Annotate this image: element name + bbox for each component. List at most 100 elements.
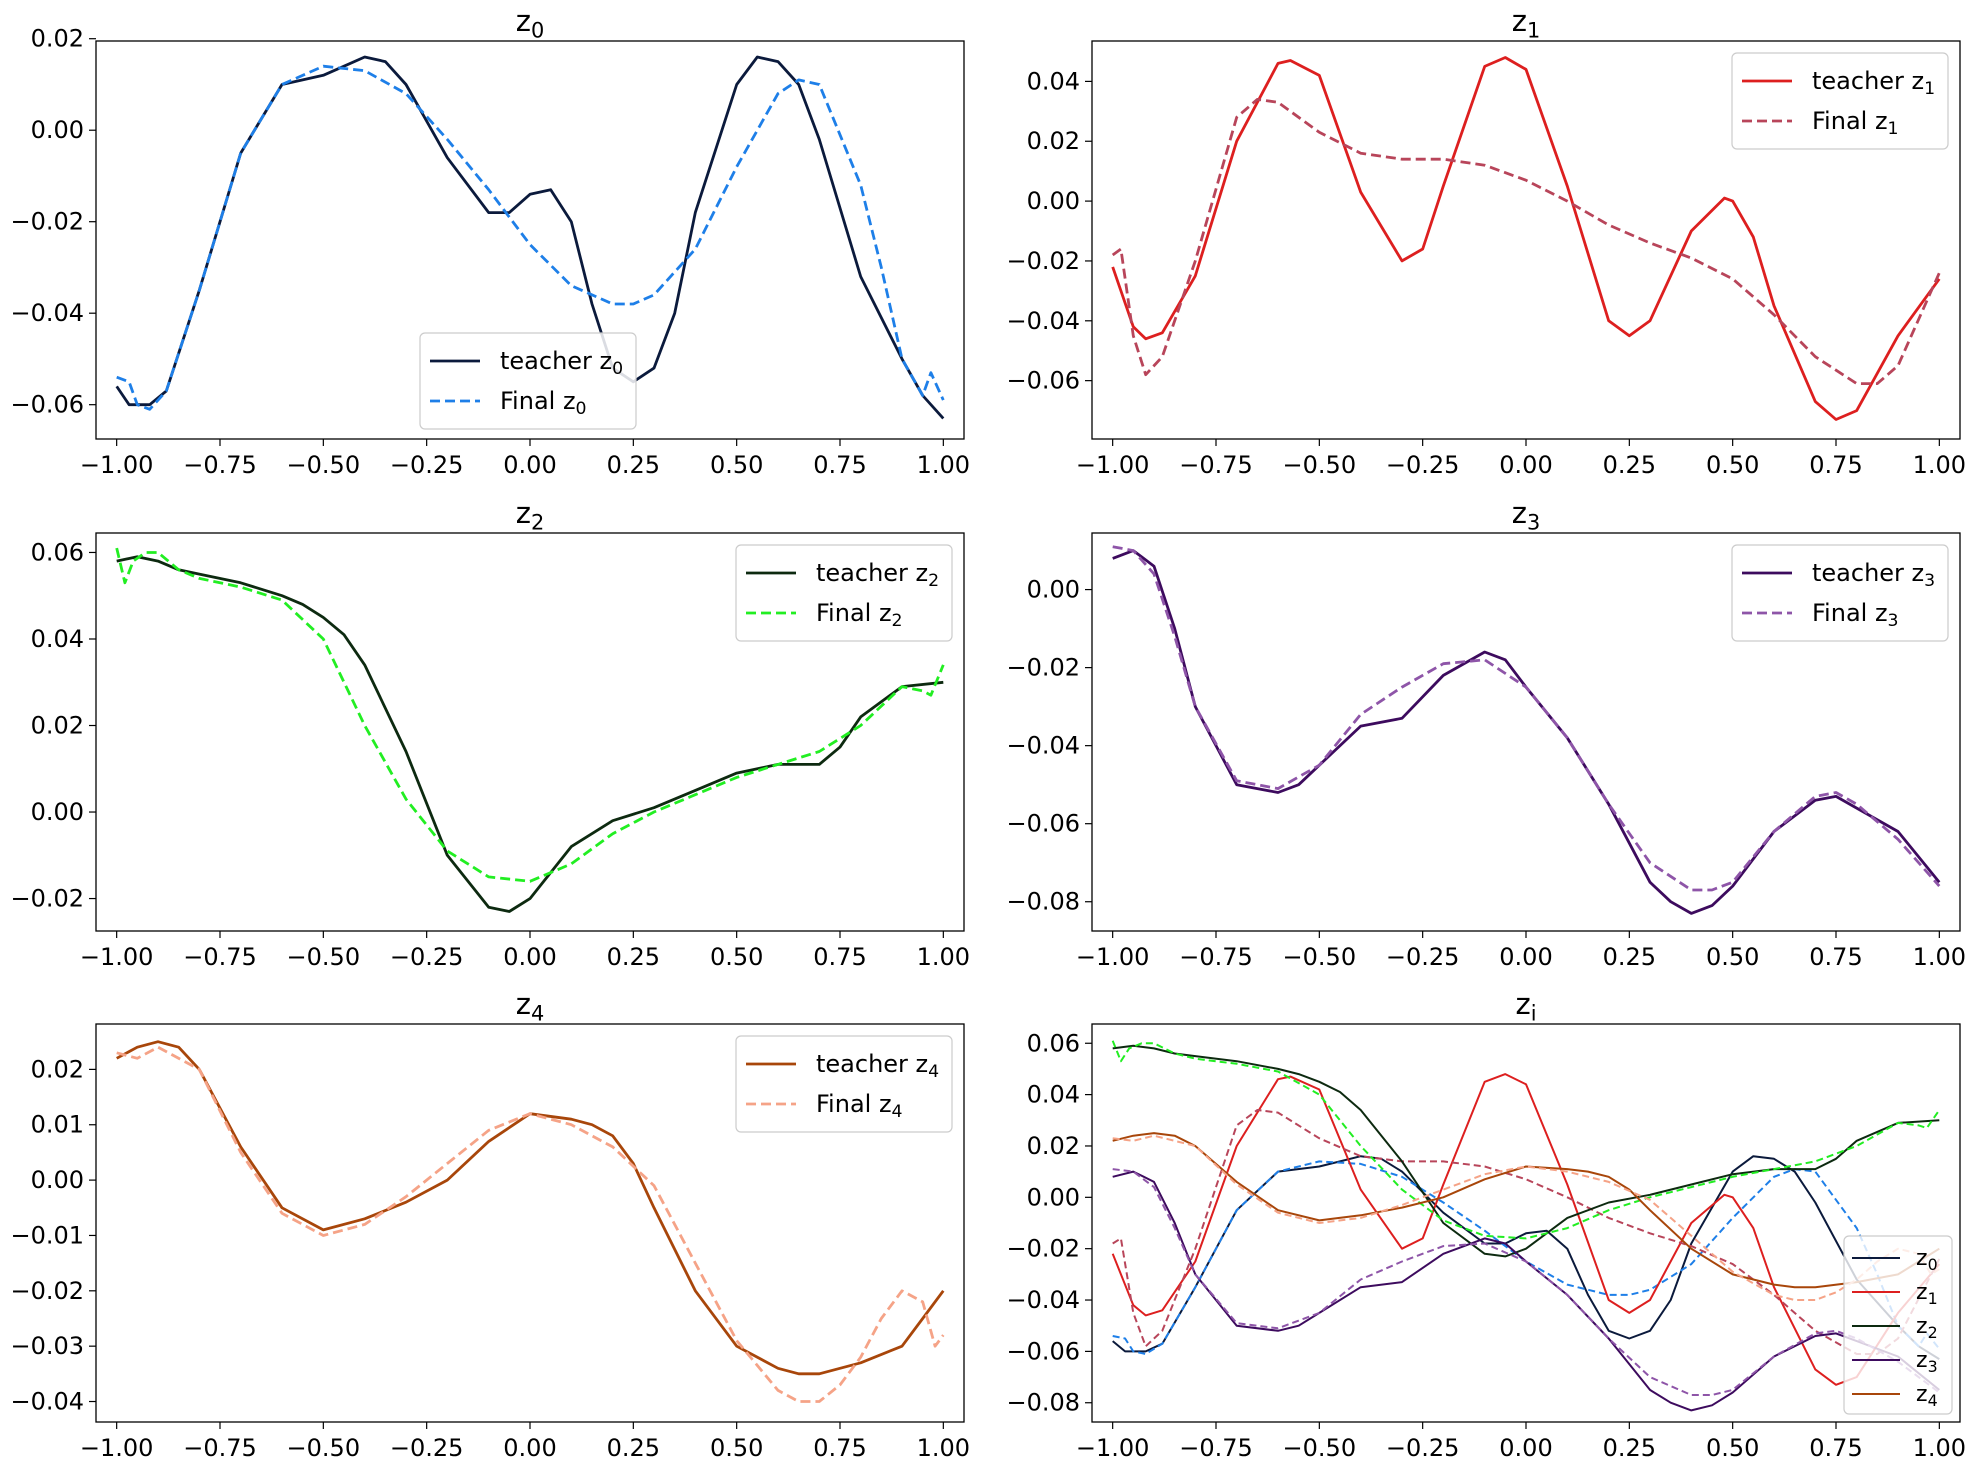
legend-label-teacher-subscript: 1 [1924,79,1935,99]
panel-z3: z3−1.00 −0.75 −0.50 −0.25 0.00 0.25 0.50 0.75 1.… [1006,496,1966,971]
x-tick-label: 1.00 [917,1434,970,1462]
legend-label-final-main: Final z [816,599,892,627]
x-tick-label: −0.75 [1179,451,1253,479]
series-group-z2 [115,547,945,913]
y-tick-label: 0.02 [31,712,84,740]
x-tick-label: −0.25 [390,451,464,479]
legend-label-teacher-main: teacher z [816,559,928,587]
panel-z1: z1−1.00 −0.75 −0.50 −0.25 0.00 0.25 0.50 0.75 1.… [1006,4,1966,479]
x-tick-label: 0.00 [1499,943,1552,971]
legend-label-teacher-subscript: 2 [928,571,939,591]
x-tick-label: 0.50 [1706,1434,1759,1462]
x-tick-label: 0.00 [503,943,556,971]
legend-box [735,544,953,642]
legend-label-z0: z0 [1916,1246,1938,1274]
legend-label-z1-subscript: 1 [1928,1289,1938,1308]
panel-title-z0-subscript: 0 [531,18,544,42]
y-tick-label: 0.02 [31,25,84,53]
y-tick-label: −0.02 [10,885,84,913]
x-tick-label: −1.00 [80,943,154,971]
legend-label-teacher: teacher z0 [500,347,623,379]
panel-title-z4-main: z [516,987,531,1021]
x-tick-label: −0.75 [183,1434,257,1462]
x-tick-label: −0.50 [1283,451,1357,479]
panel-title-z1-subscript: 1 [1527,18,1540,42]
x-tick-label: 0.75 [1809,943,1862,971]
legend-label-z0-main: z [1916,1246,1928,1271]
panel-title-z1-main: z [1512,4,1527,38]
y-tick-label: −0.02 [10,208,84,236]
y-tick-label: 0.01 [31,1111,84,1139]
legend-box [419,332,637,430]
legend-label-z4-main: z [1916,1382,1928,1407]
y-tick-label: −0.04 [1006,307,1080,335]
x-tick-label: 0.50 [710,1434,763,1462]
series-group-z0 [115,55,945,420]
legend-label-teacher-main: teacher z [1812,559,1924,587]
series-teacher-z3 [1112,1170,1940,1412]
legend-label-teacher-subscript: 0 [612,359,623,379]
legend-label-z2: z2 [1916,1314,1938,1342]
y-tick-label: −0.02 [1006,247,1080,275]
y-tick-label: 0.00 [31,116,84,144]
legend-label-final-main: Final z [1812,107,1888,135]
x-tick-label: 1.00 [917,451,970,479]
panel-title-z4: z4 [516,987,545,1025]
x-tick-label: 0.50 [710,943,763,971]
x-tick-label: −0.25 [390,1434,464,1462]
y-tick-label: 0.04 [1027,1081,1080,1109]
legend-label-final: Final z4 [816,1090,903,1122]
panel-title-z3-subscript: 3 [1527,510,1540,534]
x-tick-label: 0.50 [1706,943,1759,971]
x-tick-label: −1.00 [1076,1434,1150,1462]
panel-title-z2-subscript: 2 [531,510,544,534]
series-final-z1 [1112,1109,1941,1355]
legend-label-final: Final z0 [500,387,587,419]
series-teacher-z1 [1111,1073,1941,1386]
series-final-z3 [1112,545,1941,892]
panel-title-zi-main: z [1515,987,1530,1021]
x-tick-label: 0.75 [813,451,866,479]
legend-label-final-subscript: 0 [576,399,587,419]
legend-label-z0-subscript: 0 [1928,1255,1938,1274]
panel-z4: z4−1.00 −0.75 −0.50 −0.25 0.00 0.25 0.50 0.75 1.… [10,987,970,1462]
x-tick-label: 0.75 [1809,451,1862,479]
y-tick-label: −0.06 [1006,1337,1080,1365]
x-tick-label: −0.75 [183,943,257,971]
x-tick-label: −0.25 [1386,943,1460,971]
panel-title-z0-main: z [516,4,531,38]
legend-label-z4-subscript: 4 [1928,1391,1938,1410]
series-group-zi [1111,1040,1941,1412]
legend-label-final: Final z3 [1812,599,1899,631]
series-group-z1 [1111,56,1941,421]
panel-title-zi-subscript: i [1531,1001,1537,1025]
y-tick-label: 0.00 [1027,576,1080,604]
series-group-z3 [1112,545,1941,915]
panel-title-z1: z1 [1512,4,1541,42]
series-teacher-z0 [1112,1155,1940,1360]
legend-label-final-main: Final z [500,387,576,415]
y-tick-label: −0.08 [1006,1389,1080,1417]
legend-z4: teacher z4 Final z4 [735,1035,953,1133]
y-tick-label: −0.04 [10,299,84,327]
series-final-z3 [1112,1168,1940,1396]
x-tick-label: −0.50 [287,1434,361,1462]
legend-box [1731,52,1949,150]
x-tick-label: 0.00 [1499,451,1552,479]
legend-label-z4: z4 [1916,1382,1938,1410]
y-tick-label: 0.02 [1027,127,1080,155]
y-tick-label: −0.02 [1006,654,1080,682]
legend-label-teacher-main: teacher z [500,347,612,375]
panel-title-z3: z3 [1512,496,1541,534]
x-tick-label: −0.25 [1386,451,1460,479]
series-teacher-z3 [1112,549,1941,915]
y-tick-label: 0.00 [31,798,84,826]
series-final-z2 [115,547,945,883]
series-final-z0 [1112,1160,1941,1355]
y-tick-label: 0.00 [1027,1183,1080,1211]
y-tick-label: −0.02 [1006,1235,1080,1263]
legend-label-teacher: teacher z4 [816,1050,939,1082]
panel-zi: zi−1.00 −0.75 −0.50 −0.25 0.00 0.25 0.50 0.75 1.… [1006,987,1966,1462]
